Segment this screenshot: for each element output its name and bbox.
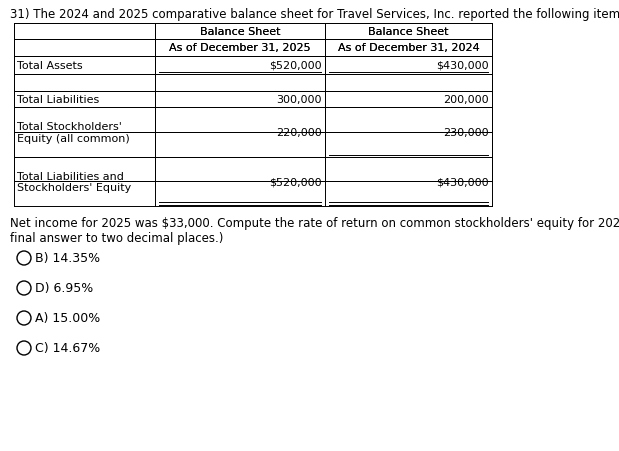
Text: Total Liabilities: Total Liabilities xyxy=(17,95,99,105)
Text: $520,000: $520,000 xyxy=(269,177,322,187)
Text: Balance Sheet: Balance Sheet xyxy=(368,27,449,37)
Text: 300,000: 300,000 xyxy=(277,95,322,105)
Text: Net income for 2025 was $33,000. Compute the rate of return on common stockholde: Net income for 2025 was $33,000. Compute… xyxy=(10,216,619,244)
Text: D) 6.95%: D) 6.95% xyxy=(35,282,93,295)
Text: C) 14.67%: C) 14.67% xyxy=(35,342,100,355)
Text: 220,000: 220,000 xyxy=(276,128,322,138)
Text: Total Stockholders'
Equity (all common): Total Stockholders' Equity (all common) xyxy=(17,122,130,143)
Text: $430,000: $430,000 xyxy=(436,177,489,187)
Text: 31) The 2024 and 2025 comparative balance sheet for Travel Services, Inc. report: 31) The 2024 and 2025 comparative balanc… xyxy=(10,8,619,21)
Text: As of December 31, 2024: As of December 31, 2024 xyxy=(337,43,479,53)
Text: $520,000: $520,000 xyxy=(269,61,322,71)
Text: As of December 31, 2025: As of December 31, 2025 xyxy=(169,43,311,53)
Text: Balance Sheet: Balance Sheet xyxy=(200,27,280,37)
Text: As of December 31, 2025: As of December 31, 2025 xyxy=(169,43,311,53)
Text: Total Assets: Total Assets xyxy=(17,61,82,71)
Text: 200,000: 200,000 xyxy=(443,95,489,105)
Text: Balance Sheet: Balance Sheet xyxy=(368,27,449,37)
Text: B) 14.35%: B) 14.35% xyxy=(35,252,100,265)
Text: A) 15.00%: A) 15.00% xyxy=(35,312,100,325)
Text: Total Liabilities and
Stockholders' Equity: Total Liabilities and Stockholders' Equi… xyxy=(17,171,131,193)
Text: $430,000: $430,000 xyxy=(436,61,489,71)
Text: 230,000: 230,000 xyxy=(443,128,489,138)
Text: Balance Sheet: Balance Sheet xyxy=(200,27,280,37)
Text: As of December 31, 2024: As of December 31, 2024 xyxy=(337,43,479,53)
